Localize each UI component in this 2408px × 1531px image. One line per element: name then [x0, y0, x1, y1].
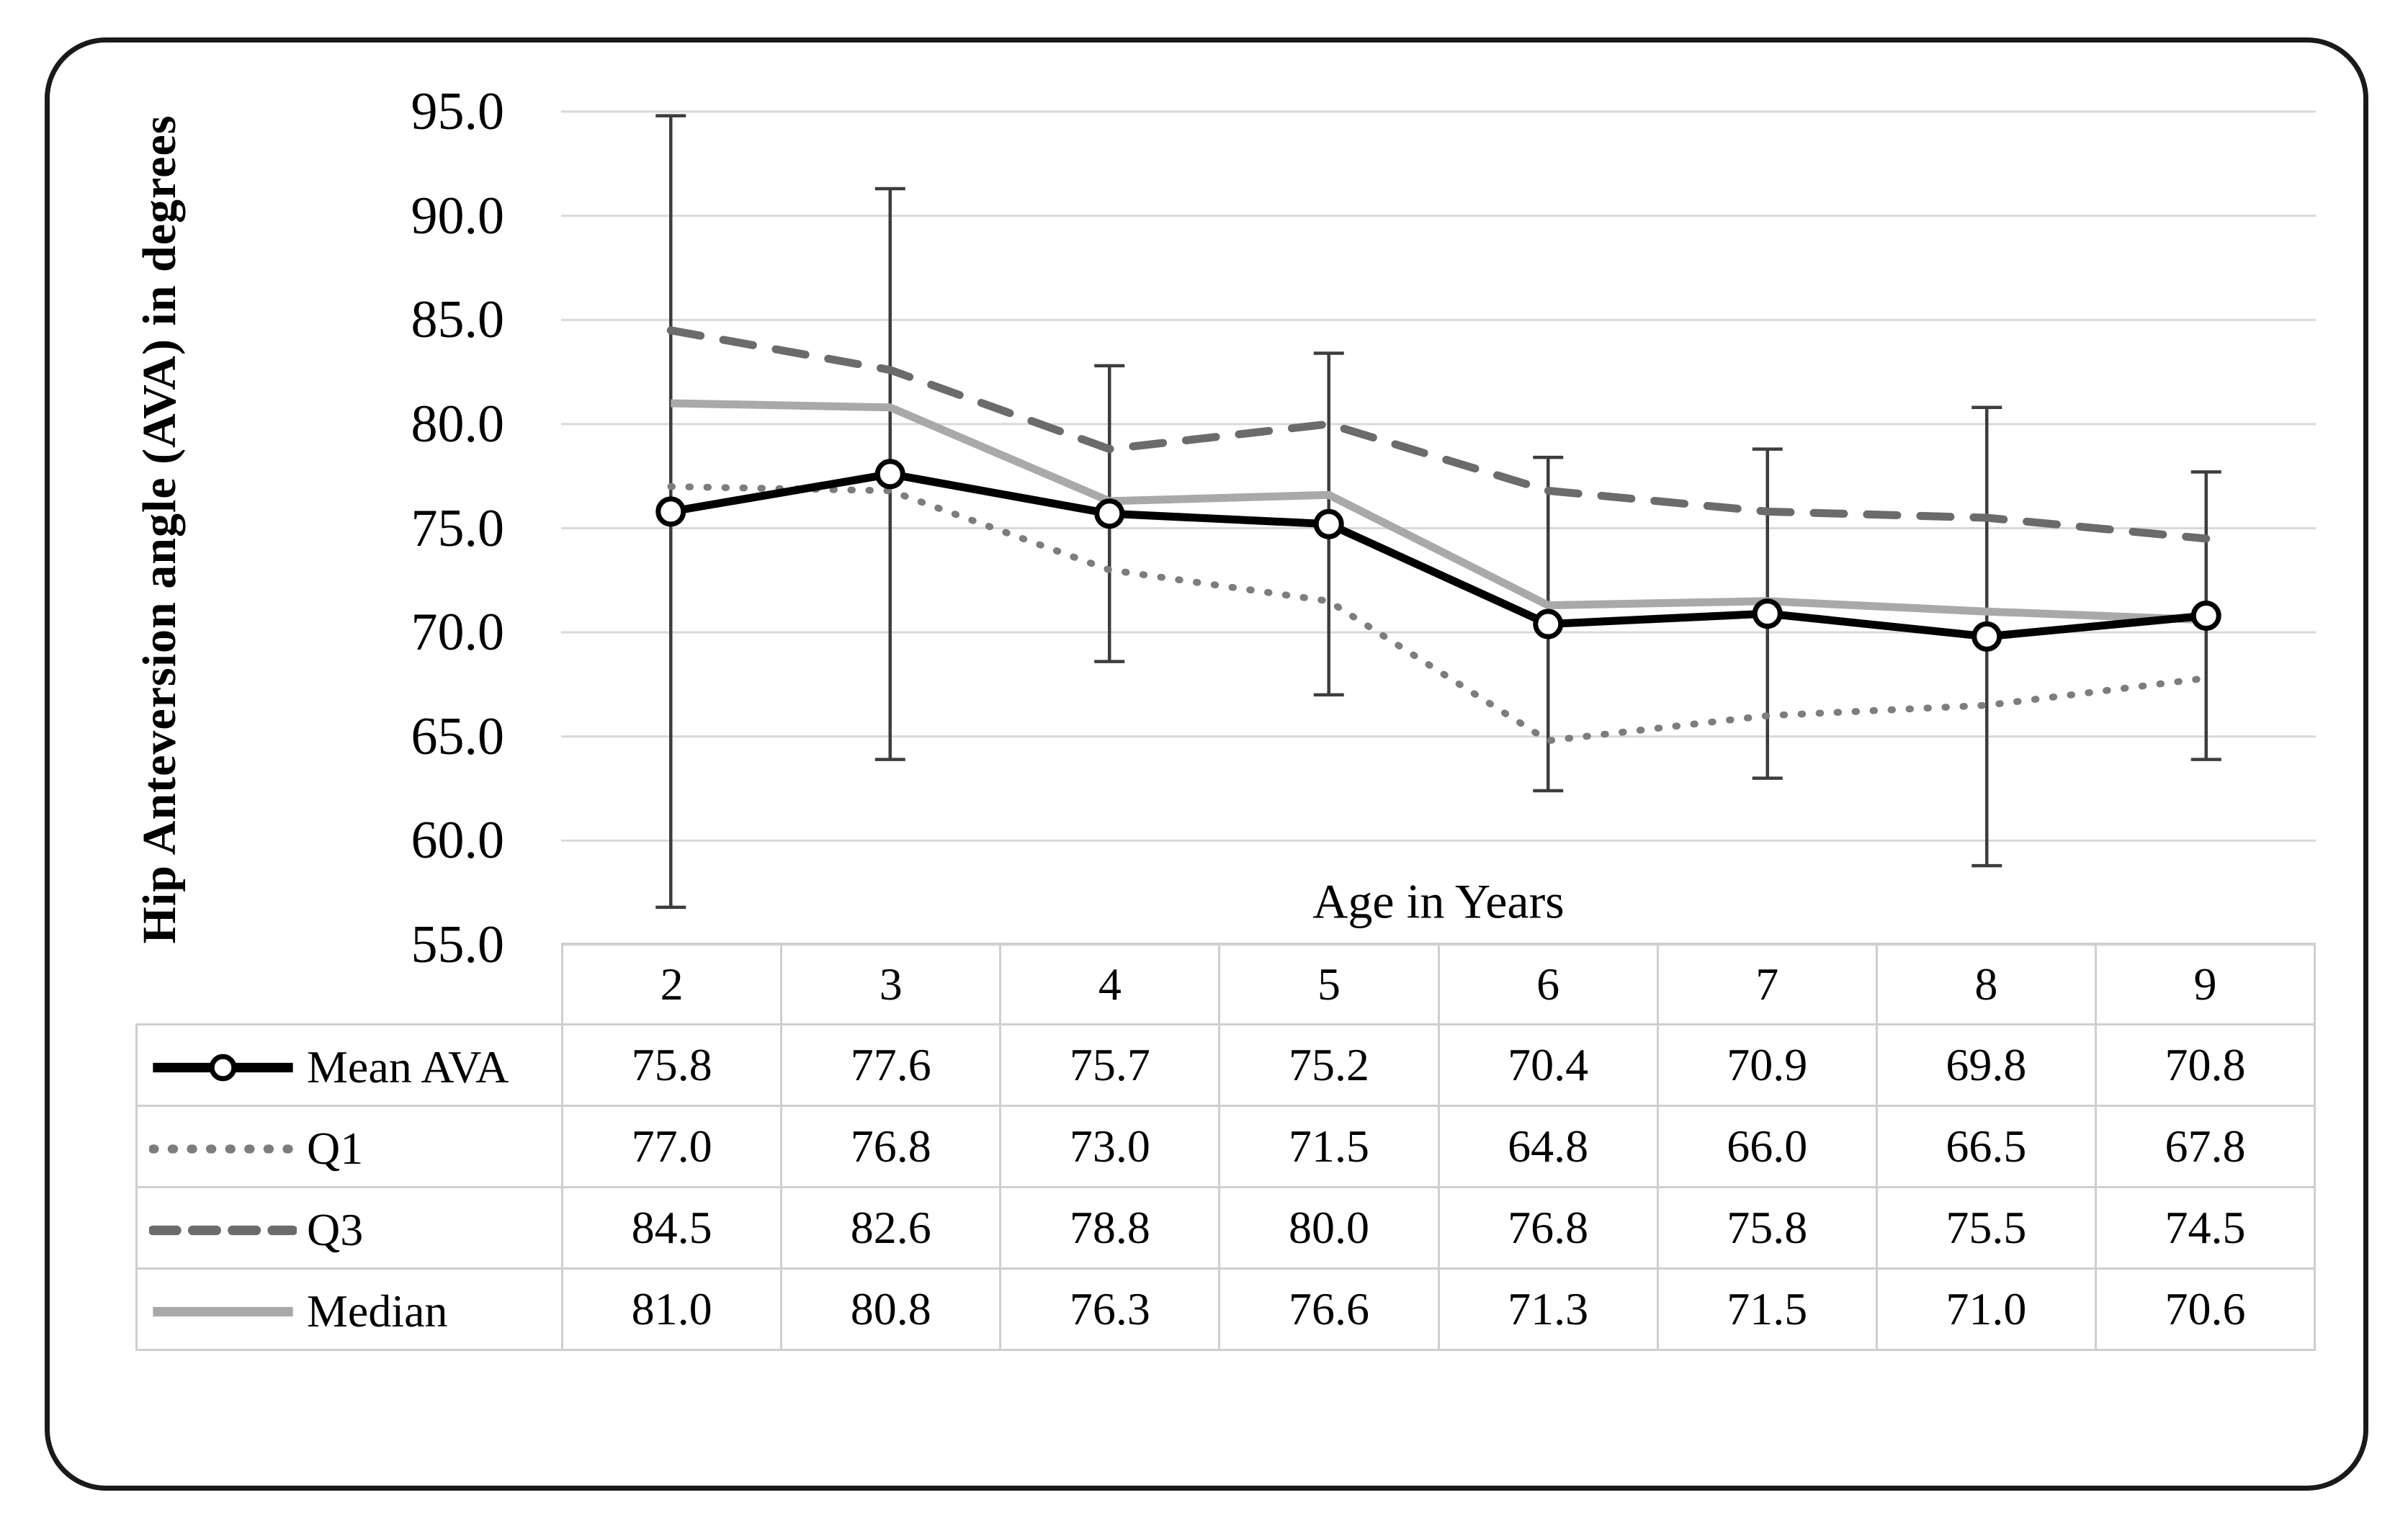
table-cell: 84.5	[560, 1186, 783, 1270]
y-axis-tick-label: 90.0	[411, 186, 505, 246]
table-header-cell-age: 5	[1218, 943, 1440, 1025]
table-header-cell-age: 2	[560, 943, 783, 1025]
series-line-median	[671, 399, 2206, 624]
y-axis-tick-label: 55.0	[411, 915, 505, 974]
y-axis-tick-label: 75.0	[411, 498, 505, 558]
table-cell: 71.0	[1875, 1267, 2097, 1351]
table-cell: 64.8	[1437, 1105, 1659, 1188]
y-axis-tick-label: 65.0	[411, 706, 505, 766]
table-cell: 75.8	[1656, 1186, 1878, 1270]
table-cell: 74.5	[2094, 1186, 2317, 1270]
series-label-cell: Mean AVA	[135, 1023, 563, 1107]
table-row-q1: Q1 77.0 76.8 73.0 71.5 64.8 66.0 66.5 67.8	[135, 1105, 2317, 1188]
x-axis-title: Age in Years	[1312, 874, 1565, 929]
data-table: 2 3 4 5 6 7 8 9 Mean AVA 75.8 77.6 75.7 75.2 70.4 70.9…	[135, 943, 2317, 1351]
table-cell: 66.5	[1875, 1105, 2097, 1188]
series-line-mean	[670, 470, 2207, 641]
table-cell: 77.0	[560, 1105, 783, 1188]
y-axis-tick-label: 60.0	[411, 811, 505, 871]
table-row-median: Median 81.0 80.8 76.3 76.6 71.3 71.5 71.0 70.6	[135, 1267, 2317, 1351]
table-cell: 75.2	[1218, 1023, 1440, 1107]
table-row-mean: Mean AVA 75.8 77.6 75.7 75.2 70.4 70.9 69.8 70.8	[135, 1023, 2317, 1107]
data-point-marker	[1313, 508, 1344, 539]
table-row-q3: Q3 84.5 82.6 78.8 80.0 76.8 75.8 75.5 74.5	[135, 1186, 2317, 1270]
table-cell: 77.6	[780, 1023, 1002, 1107]
series-label: Mean AVA	[307, 1041, 509, 1093]
table-cell: 71.5	[1218, 1105, 1440, 1188]
table-header-cell-age: 6	[1437, 943, 1659, 1025]
error-bars	[655, 114, 2221, 910]
legend-median-icon	[153, 1306, 293, 1316]
data-point-marker	[655, 496, 686, 527]
table-cell: 76.8	[780, 1105, 1002, 1188]
legend-marker-sample	[209, 1054, 237, 1082]
y-axis-tick-labels: 95.0 90.0 85.0 80.0 75.0 70.0 65.0 60.0 55.0	[0, 0, 505, 1008]
table-corner-cell	[137, 944, 563, 1025]
data-point-marker	[1094, 498, 1125, 529]
table-cell: 70.6	[2094, 1267, 2317, 1351]
table-header-cell-age: 7	[1656, 943, 1878, 1025]
series-label-cell: Median	[135, 1267, 563, 1351]
y-axis-tick-label: 70.0	[411, 603, 505, 663]
table-cell: 82.6	[780, 1186, 1002, 1270]
data-point-marker	[1971, 621, 2002, 652]
table-cell: 66.0	[1656, 1105, 1878, 1188]
series-line-q3	[666, 326, 2211, 543]
table-cell: 76.6	[1218, 1267, 1440, 1351]
table-header-cell-age: 8	[1875, 943, 2097, 1025]
data-point-marker	[874, 459, 905, 490]
table-cell: 70.9	[1656, 1023, 1878, 1107]
data-point-marker	[1533, 609, 1564, 639]
table-header-cell-age: 4	[999, 943, 1221, 1025]
table-header-cell-age: 3	[780, 943, 1002, 1025]
table-cell: 75.8	[560, 1023, 783, 1107]
table-cell: 81.0	[560, 1267, 783, 1351]
table-cell: 67.8	[2094, 1105, 2317, 1188]
series-label-cell: Q1	[135, 1105, 563, 1188]
table-cell: 76.3	[999, 1267, 1221, 1351]
y-axis-tick-label: 95.0	[411, 82, 505, 141]
gridlines	[561, 110, 2316, 946]
table-cell: 71.5	[1656, 1267, 1878, 1351]
data-point-markers	[655, 459, 2221, 652]
table-cell: 71.3	[1437, 1267, 1659, 1351]
table-cell: 80.8	[780, 1267, 1002, 1351]
series-label-cell: Q3	[135, 1186, 563, 1270]
table-cell: 75.5	[1875, 1186, 2097, 1270]
table-header-cell-age: 9	[2094, 943, 2317, 1025]
y-axis-tick-label: 85.0	[411, 290, 505, 350]
series-label: Median	[307, 1285, 448, 1337]
table-cell: 73.0	[999, 1105, 1221, 1188]
series-label: Q3	[307, 1204, 364, 1256]
legend-q3-icon	[149, 1225, 297, 1235]
table-cell: 70.4	[1437, 1023, 1659, 1107]
table-cell: 69.8	[1875, 1023, 2097, 1107]
legend-q1-icon	[149, 1144, 297, 1154]
table-cell: 75.7	[999, 1023, 1221, 1107]
table-cell: 80.0	[1218, 1186, 1440, 1270]
table-cell: 78.8	[999, 1186, 1221, 1270]
legend-mean-icon	[153, 1054, 293, 1082]
table-cell: 76.8	[1437, 1186, 1659, 1270]
data-point-marker	[2190, 600, 2221, 631]
table-cell: 70.8	[2094, 1023, 2317, 1107]
y-axis-tick-label: 80.0	[411, 394, 505, 454]
figure-frame	[45, 37, 2368, 1491]
series-label: Q1	[307, 1123, 364, 1175]
data-point-marker	[1752, 598, 1783, 629]
